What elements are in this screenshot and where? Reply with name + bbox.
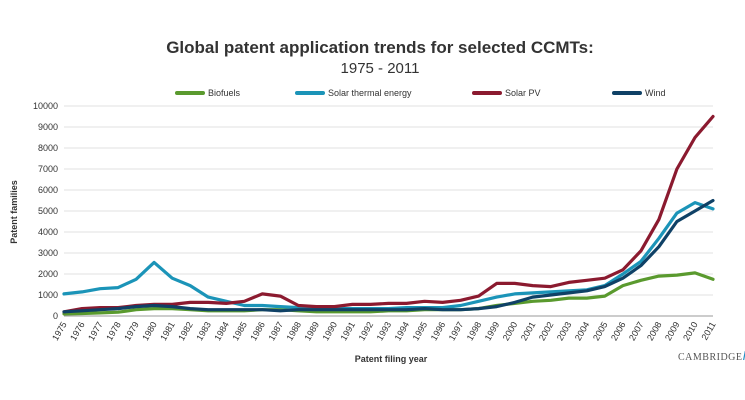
x-tick-label: 1989 — [302, 320, 321, 342]
x-tick-label: 2006 — [609, 320, 628, 342]
y-tick-label: 7000 — [38, 164, 58, 174]
x-tick-label: 2009 — [663, 320, 682, 342]
legend-swatch — [175, 91, 205, 95]
legend-label: Solar thermal energy — [328, 88, 412, 98]
legend-item-solar-thermal: Solar thermal energy — [295, 88, 412, 98]
x-tick-label: 2003 — [555, 320, 574, 342]
series-line-solar-pv — [62, 114, 715, 314]
x-tick-label: 1991 — [339, 320, 358, 342]
x-tick-label: 1981 — [158, 320, 177, 342]
x-tick-label: 1994 — [393, 320, 412, 342]
legend-swatch — [295, 91, 325, 95]
legend-label: Solar PV — [505, 88, 541, 98]
x-tick-label: 1982 — [176, 320, 195, 342]
y-tick-label: 3000 — [38, 248, 58, 258]
y-tick-label: 6000 — [38, 185, 58, 195]
legend-label: Wind — [645, 88, 666, 98]
x-tick-label: 1986 — [248, 320, 267, 342]
legend-label: Biofuels — [208, 88, 241, 98]
y-tick-label: 9000 — [38, 122, 58, 132]
y-axis-label: Patent families — [9, 180, 19, 244]
x-tick-label: 1978 — [104, 320, 123, 342]
x-tick-label: 1976 — [68, 320, 87, 342]
x-tick-label: 2002 — [537, 320, 556, 342]
x-tick-label: 1984 — [212, 320, 231, 342]
x-tick-label: 1988 — [284, 320, 303, 342]
legend-swatch — [472, 91, 502, 95]
legend-swatch — [612, 91, 642, 95]
y-tick-label: 5000 — [38, 206, 58, 216]
x-tick-label: 1997 — [447, 320, 466, 342]
series-line-solar-thermal-energy — [62, 201, 715, 311]
y-tick-label: 8000 — [38, 143, 58, 153]
legend-item-wind: Wind — [612, 88, 666, 98]
y-tick-label: 1000 — [38, 290, 58, 300]
x-tick-label: 1996 — [429, 320, 448, 342]
x-tick-label: 2000 — [501, 320, 520, 342]
y-tick-label: 2000 — [38, 269, 58, 279]
x-axis-label: Patent filing year — [355, 354, 428, 364]
x-tick-label: 1993 — [375, 320, 394, 342]
x-tick-label: 2007 — [627, 320, 646, 342]
y-tick-label: 4000 — [38, 227, 58, 237]
x-tick-label: 2005 — [591, 320, 610, 342]
cambridge-ip-logo: CAMBRIDGEIP — [678, 348, 745, 363]
x-tick-label: 1992 — [357, 320, 376, 342]
x-tick-label: 1985 — [230, 320, 249, 342]
x-tick-label: 1977 — [86, 320, 105, 342]
x-tick-label: 1979 — [122, 320, 141, 342]
x-tick-label: 2008 — [645, 320, 664, 342]
x-tick-label: 2010 — [681, 320, 700, 342]
x-tick-label: 1995 — [411, 320, 430, 342]
x-tick-label: 2004 — [573, 320, 592, 342]
y-tick-label: 10000 — [33, 101, 58, 111]
x-tick-label: 1987 — [266, 320, 285, 342]
y-tick-label: 0 — [53, 311, 58, 321]
chart-subtitle: 1975 - 2011 — [340, 60, 420, 77]
x-tick-label: 1975 — [50, 320, 69, 342]
series-line-wind — [62, 198, 715, 314]
x-tick-label: 2001 — [519, 320, 538, 342]
x-tick-label: 1999 — [483, 320, 502, 342]
x-tick-label: 1983 — [194, 320, 213, 342]
x-tick-label: 1998 — [465, 320, 484, 342]
x-tick-label: 1990 — [320, 320, 339, 342]
legend-item-biofuels: Biofuels — [175, 88, 240, 98]
x-tick-label: 1980 — [140, 320, 159, 342]
x-tick-label: 2011 — [699, 320, 717, 342]
legend-item-solar-pv: Solar PV — [472, 88, 541, 98]
chart-title: Global patent application trends for sel… — [166, 38, 594, 57]
